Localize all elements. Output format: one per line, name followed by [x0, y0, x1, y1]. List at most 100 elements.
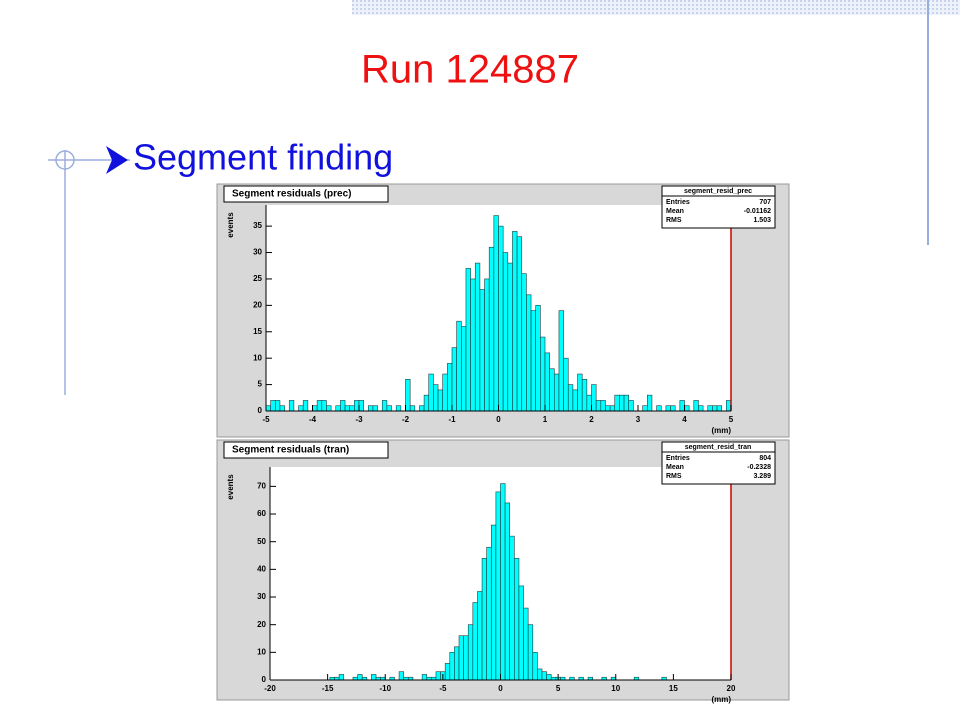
histogram-bar	[490, 524, 497, 681]
y-tick-label: 0	[258, 406, 263, 415]
x-tick-label: -15	[322, 684, 334, 693]
histogram-bar	[523, 607, 529, 681]
histogram-bar	[642, 405, 648, 412]
histogram-bar	[530, 310, 536, 412]
x-tick-label: 4	[682, 415, 687, 424]
histogram-bar	[684, 405, 690, 412]
x-tick-label: 5	[556, 684, 561, 693]
histogram-bar	[670, 405, 676, 412]
histogram-bar	[340, 400, 346, 412]
histogram-bar	[516, 236, 523, 412]
histogram-bar	[521, 273, 527, 412]
slide-title: Run 124887	[361, 48, 579, 92]
histogram-bar	[456, 320, 462, 412]
stats-name: segment_resid_prec	[684, 188, 752, 195]
histogram-bar	[514, 557, 520, 681]
histogram-bar	[371, 674, 377, 681]
histogram-bar	[558, 310, 564, 412]
histogram-bar	[549, 368, 555, 412]
histogram-bar	[665, 405, 671, 412]
histogram-bar	[472, 602, 478, 681]
stats-label: Mean	[666, 464, 684, 471]
histogram-bar	[270, 400, 276, 412]
histogram-bar	[409, 405, 416, 412]
histogram-bar	[470, 278, 476, 412]
histogram-bar	[502, 252, 509, 412]
histogram-bar	[463, 635, 469, 681]
x-tick-label: -20	[264, 684, 276, 693]
y-axis-label: events	[226, 474, 235, 500]
y-tick-label: 0	[262, 675, 267, 684]
histogram-bar	[541, 671, 547, 681]
histogram-bar	[488, 246, 495, 412]
histogram-bar	[527, 624, 534, 681]
histogram-bar	[509, 535, 515, 681]
histogram-bar	[698, 405, 704, 412]
histogram-bar	[265, 405, 271, 412]
histogram-bar	[467, 624, 474, 681]
histogram-bar	[567, 384, 574, 412]
x-tick-label: 5	[729, 415, 734, 424]
histogram-bar	[354, 400, 360, 412]
stats-name: segment_resid_tran	[685, 444, 752, 451]
y-tick-label: 10	[253, 353, 262, 362]
histogram-bar	[504, 502, 511, 681]
x-tick-label: 15	[669, 684, 678, 693]
histogram-bar	[398, 671, 404, 681]
x-tick-label: 3	[636, 415, 641, 424]
x-tick-label: 1	[543, 415, 548, 424]
histogram-bar	[518, 585, 524, 681]
x-tick-label: -1	[448, 415, 456, 424]
y-tick-label: 20	[253, 300, 262, 309]
histogram-bar	[679, 400, 685, 412]
histogram-bar	[493, 215, 499, 412]
stats-value: -0.2328	[747, 464, 771, 471]
stats-value: 707	[759, 199, 771, 206]
histogram-bar	[474, 262, 481, 412]
histogram-bar	[481, 557, 487, 681]
histogram-bar	[605, 405, 611, 412]
histogram-bar	[512, 231, 518, 412]
y-tick-label: 30	[257, 592, 266, 601]
y-tick-label: 15	[253, 327, 262, 336]
histogram-bar	[367, 405, 374, 412]
histogram-bar	[442, 373, 448, 412]
histogram-bar	[349, 405, 355, 412]
y-tick-label: 25	[253, 274, 262, 283]
histogram-bar	[646, 394, 653, 412]
histogram-bar	[344, 405, 350, 412]
histogram-bar	[433, 384, 439, 412]
histogram-bar	[532, 652, 538, 681]
histogram-bar	[428, 373, 434, 412]
x-axis-label: (mm)	[711, 695, 731, 704]
y-tick-label: 60	[257, 509, 266, 518]
y-tick-label: 20	[257, 620, 266, 629]
histogram-bar	[274, 400, 281, 412]
histogram-bar	[421, 674, 428, 681]
histogram-bar	[338, 674, 345, 681]
histogram-bar	[449, 652, 455, 681]
stats-value: 804	[759, 455, 771, 462]
stats-label: Entries	[666, 455, 690, 462]
histogram-bar	[609, 405, 616, 412]
histogram-bar	[447, 363, 453, 412]
histogram-bar	[577, 373, 583, 412]
x-tick-label: -5	[439, 684, 447, 693]
stats-label: RMS	[666, 217, 682, 224]
histogram-bar	[500, 483, 506, 681]
histogram-bar	[498, 225, 504, 412]
histogram-bar	[656, 405, 662, 412]
histogram-bar	[386, 405, 392, 412]
histogram-bar	[693, 400, 699, 412]
histogram-bar	[458, 635, 464, 681]
x-axis-label: (mm)	[711, 426, 731, 435]
histogram-bar	[326, 405, 332, 412]
x-tick-label: -5	[262, 415, 270, 424]
histogram-bar	[507, 262, 513, 412]
stats-value: 3.289	[753, 473, 771, 480]
histogram-bar	[444, 663, 451, 681]
x-tick-label: 2	[589, 415, 594, 424]
histogram-bar	[707, 405, 713, 412]
y-axis-label: events	[226, 212, 235, 238]
